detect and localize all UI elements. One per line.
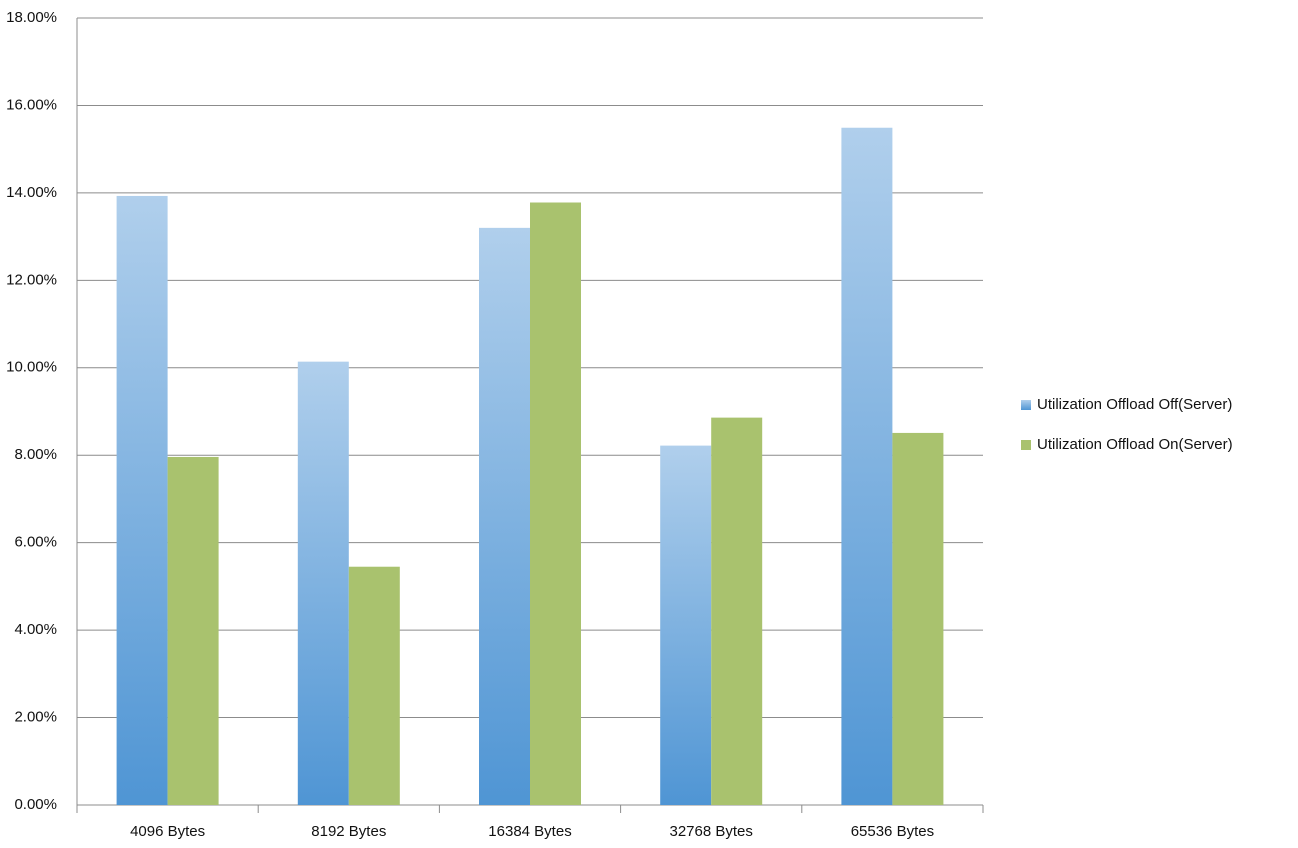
bar (660, 445, 712, 805)
x-tick-label: 8192 Bytes (311, 823, 386, 840)
legend-label: Utilization Offload Off(Server) (1037, 396, 1232, 413)
y-tick-label: 2.00% (14, 709, 57, 726)
y-tick-label: 6.00% (14, 534, 57, 551)
bar (530, 202, 581, 805)
x-tick-label: 16384 Bytes (488, 823, 571, 840)
y-tick-label: 8.00% (14, 446, 57, 463)
bar (116, 195, 168, 805)
bar (167, 456, 219, 805)
legend-swatch (1021, 400, 1031, 410)
y-tick-label: 14.00% (6, 184, 57, 201)
y-tick-label: 4.00% (14, 621, 57, 638)
bar (297, 361, 349, 805)
x-tick-label: 65536 Bytes (851, 823, 934, 840)
bar (348, 566, 400, 805)
y-tick-label: 0.00% (14, 796, 57, 813)
bar (892, 432, 944, 805)
y-tick-label: 12.00% (6, 271, 57, 288)
legend-swatch (1021, 440, 1031, 450)
bar (841, 127, 893, 805)
x-tick-label: 4096 Bytes (130, 823, 205, 840)
y-tick-label: 16.00% (6, 96, 57, 113)
y-tick-label: 18.00% (6, 9, 57, 26)
x-tick-label: 32768 Bytes (669, 823, 752, 840)
bar (479, 227, 530, 805)
y-tick-label: 10.00% (6, 359, 57, 376)
legend-label: Utilization Offload On(Server) (1037, 436, 1233, 453)
bar (711, 417, 763, 805)
